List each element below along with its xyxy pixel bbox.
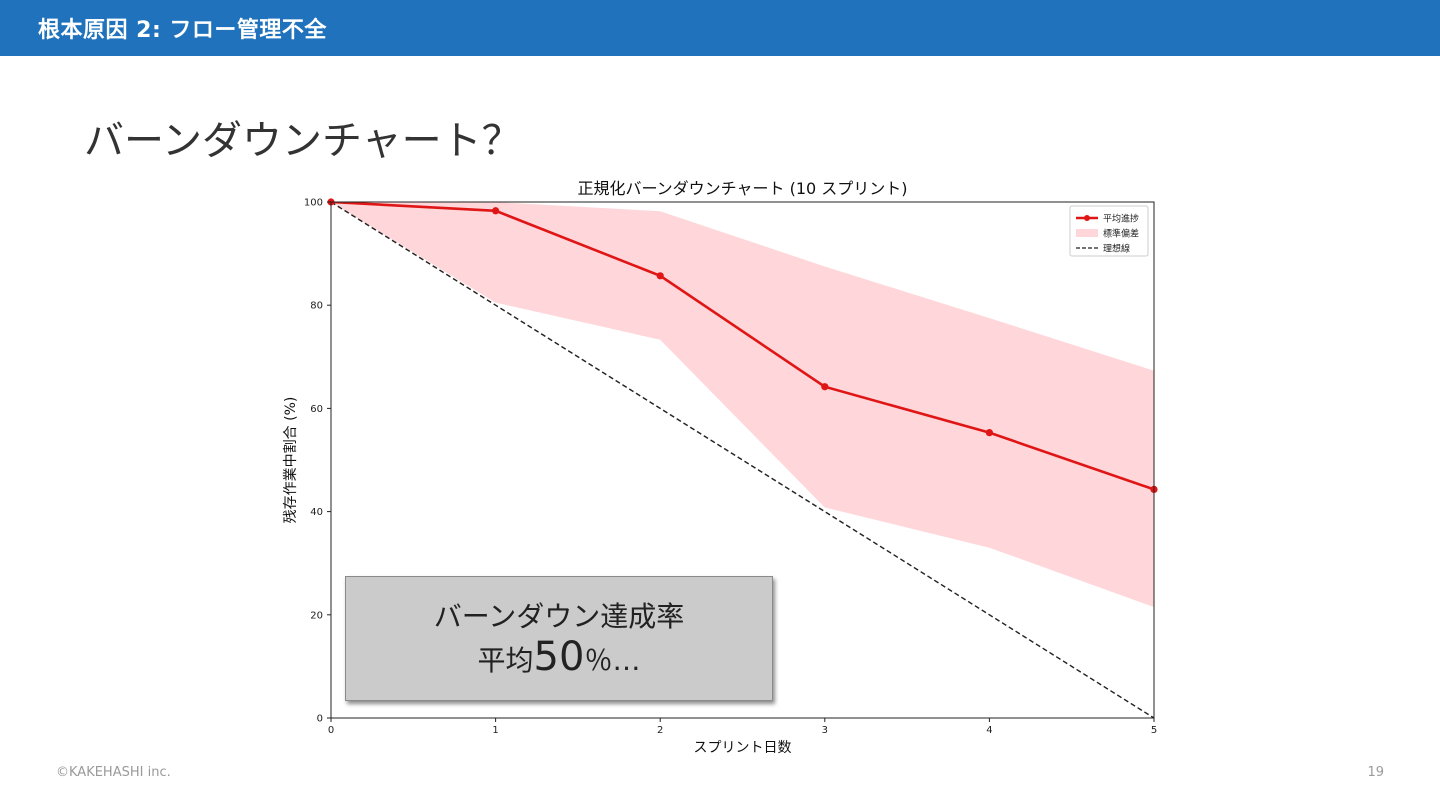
y-tick-label: 80 <box>310 301 323 312</box>
x-tick-label: 0 <box>328 725 334 736</box>
x-tick-label: 5 <box>1151 725 1157 736</box>
header-bar: 根本原因 2: フロー管理不全 <box>0 0 1440 56</box>
chart-title: 正規化バーンダウンチャート (10 スプリント) <box>577 179 907 198</box>
y-tick-label: 40 <box>310 507 323 518</box>
x-axis-label: スプリント日数 <box>694 740 792 756</box>
mean-point <box>656 272 664 280</box>
x-tick-label: 4 <box>986 725 992 736</box>
legend-band-swatch <box>1076 229 1098 237</box>
y-tick-label: 60 <box>310 404 323 415</box>
mean-point <box>492 207 500 215</box>
x-tick-label: 2 <box>657 725 663 736</box>
x-tick-label: 3 <box>822 725 828 736</box>
y-axis-label: 残存作業中割合 (%) <box>282 397 299 524</box>
callout-line1: バーンダウン達成率 <box>433 600 685 633</box>
plot-frame <box>330 201 1155 719</box>
callout-line2: 平均50％… <box>346 635 772 683</box>
mean-point <box>821 383 829 391</box>
mean-line <box>331 202 1154 491</box>
legend-ideal-label: 理想線 <box>1103 243 1130 255</box>
y-tick-label: 0 <box>317 714 323 725</box>
legend-band-label: 標準偏差 <box>1103 228 1139 240</box>
mean-point <box>985 429 994 437</box>
slide-heading: バーンダウンチャート？ <box>84 118 522 164</box>
footer-copyright: ©KAKEHASHI inc. <box>56 765 171 780</box>
callout-box: バーンダウン達成率 平均50％… <box>345 576 773 701</box>
legend-mean-marker <box>1084 215 1090 221</box>
ideal-line <box>330 201 1155 719</box>
callout-prefix: 平均 <box>477 644 534 677</box>
callout-suffix: ％… <box>584 644 641 677</box>
legend-mean-label: 平均進捗 <box>1103 213 1139 225</box>
header-title: 根本原因 2: フロー管理不全 <box>38 18 327 43</box>
std-band <box>331 202 1154 608</box>
page-number: 19 <box>1367 765 1384 780</box>
callout-value: 50 <box>533 634 585 680</box>
x-tick-label: 1 <box>492 725 498 736</box>
y-tick-label: 20 <box>310 610 323 621</box>
y-tick-label: 100 <box>304 198 323 209</box>
